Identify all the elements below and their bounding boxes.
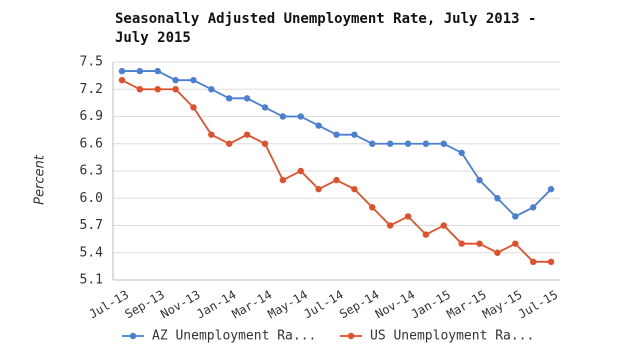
data-point: [226, 95, 233, 102]
x-tick-label: Sep-14: [337, 288, 382, 322]
y-tick-label: 7.5: [80, 55, 103, 70]
x-tick-label: Nov-13: [158, 288, 203, 322]
data-point: [476, 240, 483, 247]
data-point: [172, 76, 179, 84]
data-point: [208, 131, 215, 138]
chart-title: Seasonally Adjusted Unemployment Rate, J…: [115, 11, 537, 46]
data-point: [208, 86, 215, 93]
x-tick-label: Jul-15: [516, 288, 561, 322]
legend-marker: [347, 332, 355, 340]
data-point: [190, 76, 197, 84]
data-point: [440, 222, 447, 229]
data-point: [386, 222, 394, 229]
y-tick-label: 6.3: [80, 164, 103, 179]
data-point: [154, 86, 161, 93]
data-point: [243, 95, 251, 102]
data-point: [494, 195, 501, 202]
data-point: [547, 258, 555, 266]
data-point: [512, 213, 519, 220]
data-point: [333, 176, 340, 184]
data-point: [422, 231, 430, 238]
x-tick-label: May-15: [480, 288, 525, 322]
data-point: [369, 204, 376, 211]
data-point: [476, 176, 483, 184]
y-axis-label: Percent: [33, 154, 48, 205]
data-point: [118, 76, 126, 84]
data-point: [386, 140, 394, 147]
data-point: [369, 140, 376, 147]
y-tick-label: 6.9: [80, 109, 103, 124]
y-tick-label: 6.6: [80, 136, 103, 151]
data-point: [529, 204, 537, 211]
y-tick-label: 7.2: [80, 82, 103, 97]
data-point: [315, 122, 322, 129]
data-point: [547, 185, 555, 193]
x-tick-label: May-14: [265, 288, 310, 322]
data-point: [422, 140, 430, 147]
x-tick-label: Mar-15: [444, 288, 489, 322]
data-point: [172, 86, 179, 93]
data-point: [226, 140, 233, 147]
x-tick-label: Jan-15: [408, 288, 453, 322]
data-point: [118, 67, 126, 75]
x-tick-label: Jul-14: [301, 288, 346, 322]
x-tick-label: Nov-14: [373, 288, 418, 322]
data-point: [458, 149, 465, 157]
x-tick-label: Mar-14: [230, 288, 275, 322]
data-point: [279, 176, 287, 184]
data-point: [494, 249, 501, 256]
data-point: [136, 86, 144, 93]
data-point: [190, 104, 197, 111]
x-tick-label: Jan-14: [194, 288, 239, 322]
legend-marker: [129, 332, 137, 340]
data-point: [351, 131, 358, 138]
data-point: [315, 185, 322, 193]
legend-label: AZ Unemployment Ra...: [152, 329, 316, 344]
data-point: [297, 167, 304, 175]
data-point: [512, 240, 519, 247]
y-tick-label: 6.0: [80, 191, 103, 206]
legend-label: US Unemployment Ra...: [370, 329, 534, 344]
x-tick-label: Sep-13: [122, 288, 167, 322]
y-tick-label: 5.7: [80, 218, 103, 233]
data-point: [351, 185, 358, 193]
data-point: [529, 258, 537, 266]
data-point: [404, 213, 412, 220]
data-point: [243, 131, 251, 138]
data-point: [440, 140, 447, 147]
data-point: [136, 67, 144, 75]
data-point: [404, 140, 412, 147]
y-tick-label: 5.4: [80, 245, 104, 260]
data-point: [261, 104, 269, 111]
data-point: [154, 67, 161, 75]
data-point: [458, 240, 465, 247]
y-tick-label: 5.1: [80, 273, 103, 288]
data-point: [297, 113, 304, 120]
data-point: [279, 113, 287, 120]
x-tick-label: Jul-13: [87, 288, 132, 322]
data-point: [261, 140, 269, 147]
data-point: [333, 131, 340, 138]
